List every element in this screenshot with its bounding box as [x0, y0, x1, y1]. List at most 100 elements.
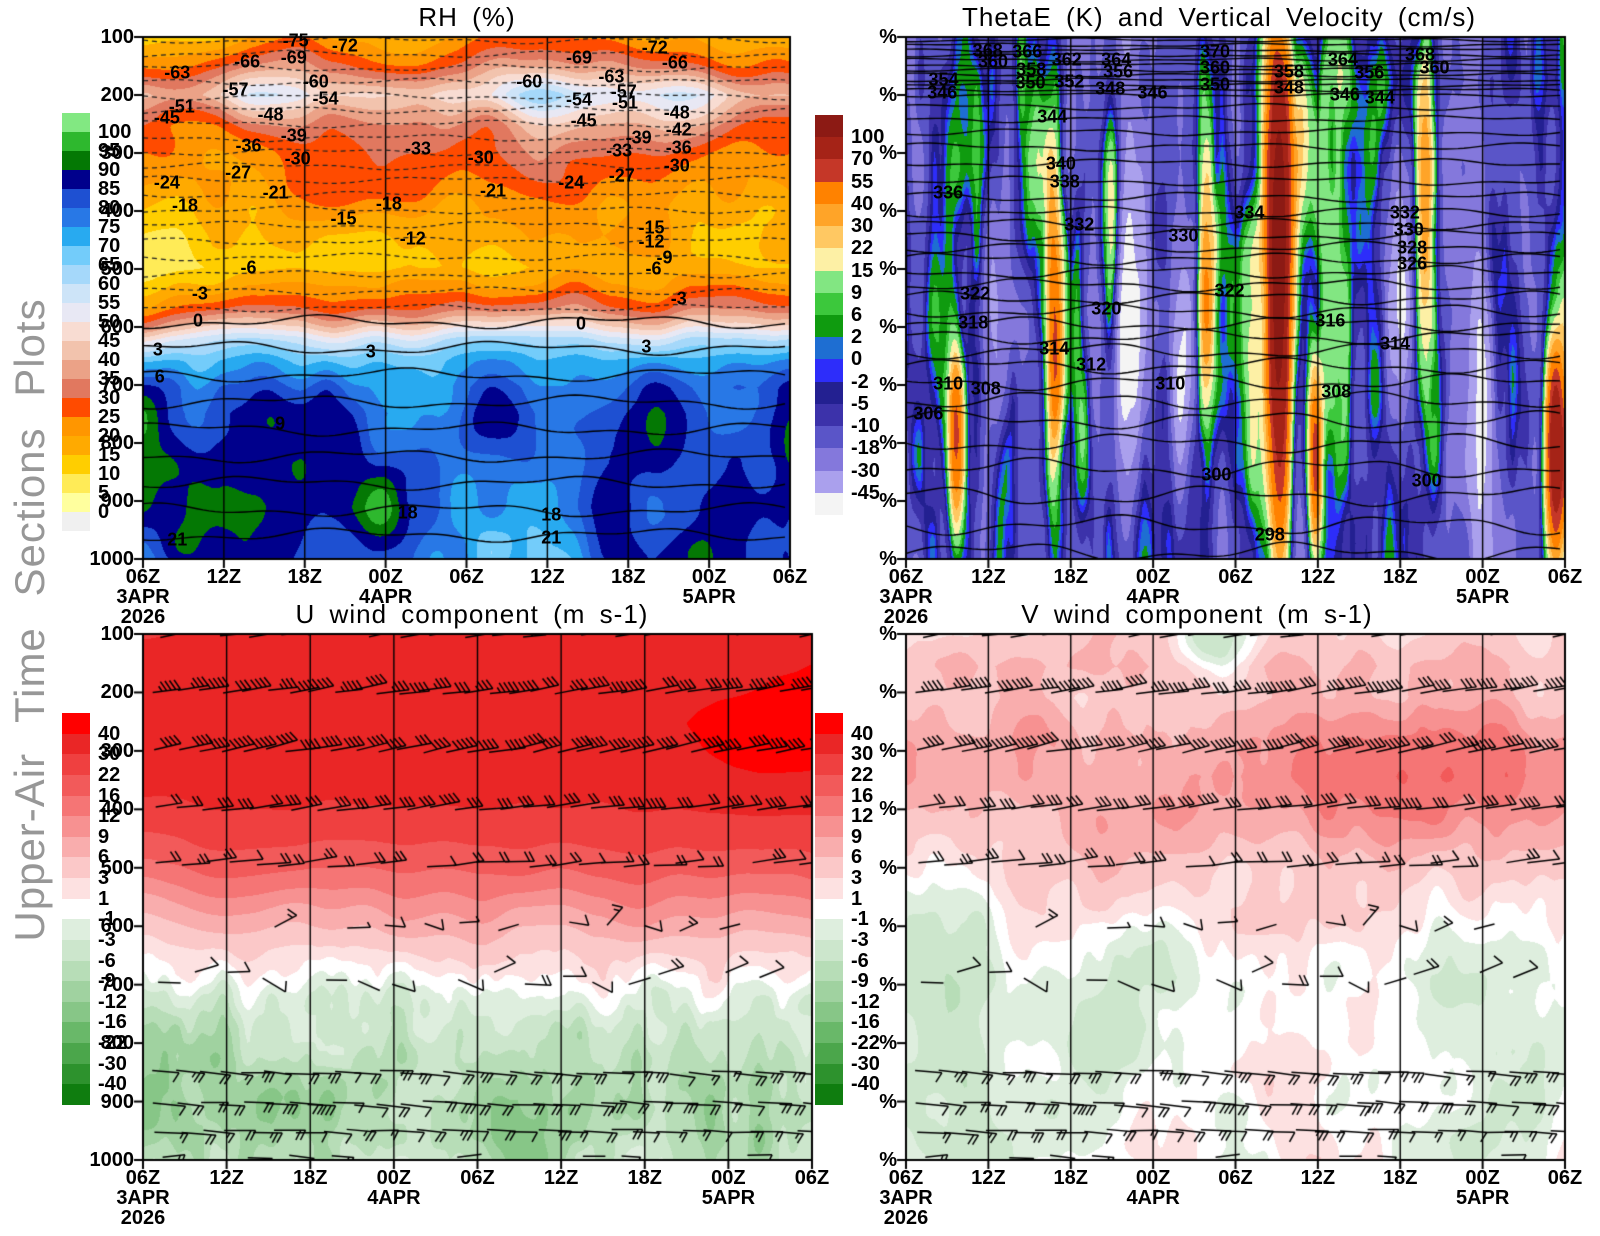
- v-colorbar: [815, 713, 843, 1105]
- colorbar-patch: [815, 1001, 843, 1023]
- contour-label: -63: [164, 62, 191, 83]
- pressure-tick-label: 600: [100, 915, 134, 938]
- contour-label: -6: [240, 257, 257, 278]
- colorbar-patch: [62, 898, 90, 920]
- colorbar-label: -16: [851, 1011, 880, 1034]
- u-colorbar: [62, 713, 90, 1105]
- colorbar-patch: [62, 208, 90, 227]
- contour-label: -12: [638, 231, 665, 252]
- contour-label: -48: [257, 104, 284, 125]
- contour-label: 334: [1234, 202, 1265, 223]
- pressure-tick-label: 1000: [89, 548, 135, 570]
- pressure-tick-label: 200: [100, 84, 134, 106]
- colorbar-label: 5: [98, 482, 110, 504]
- colorbar-patch: [815, 1084, 843, 1105]
- time-tick-label: 00Z: [711, 1167, 746, 1189]
- colorbar-patch: [62, 398, 90, 417]
- colorbar-patch: [62, 474, 90, 493]
- percent-tick-label: %: [879, 316, 897, 338]
- date-label: 2026: [883, 1207, 929, 1229]
- contour-label: 300: [1201, 464, 1232, 485]
- pressure-tick-label: 400: [100, 200, 134, 222]
- colorbar-patch: [62, 754, 90, 775]
- contour-label: 350: [1015, 72, 1046, 93]
- contour-label: -39: [625, 127, 652, 148]
- contour-label: -12: [399, 228, 426, 249]
- colorbar-patch: [62, 341, 90, 360]
- colorbar-label: 30: [98, 743, 121, 766]
- contour-label: -36: [665, 137, 692, 158]
- colorbar-label: -10: [851, 415, 880, 438]
- percent-tick-label: %: [879, 623, 897, 645]
- colorbar-label: -2: [851, 370, 869, 393]
- date-label: 3APR: [879, 586, 933, 608]
- time-tick-label: 06Z: [794, 1167, 830, 1189]
- colorbar-patch: [815, 314, 843, 338]
- colorbar-patch: [815, 448, 843, 471]
- pressure-tick-label: 700: [100, 973, 134, 996]
- colorbar-label: -30: [851, 1052, 880, 1075]
- date-label: 3APR: [116, 586, 170, 608]
- contour-label: -48: [663, 102, 690, 123]
- contour-label: -72: [331, 35, 358, 56]
- contour-label: 21: [541, 527, 562, 548]
- contour-label: -51: [168, 96, 195, 117]
- contour-label: 328: [1397, 237, 1428, 258]
- thetae-colorbar: [815, 115, 843, 515]
- contour-label: -15: [330, 208, 357, 229]
- contour-label: -18: [375, 193, 402, 214]
- pressure-tick-label: 300: [100, 142, 134, 164]
- contour-label: 358: [1273, 61, 1304, 82]
- time-tick-label: 00Z: [368, 566, 403, 588]
- colorbar-label: 80: [98, 197, 121, 219]
- contour-label: -45: [570, 110, 597, 131]
- time-tick-label: 00Z: [1135, 1167, 1171, 1189]
- colorbar-label: 9: [851, 281, 863, 304]
- contour-label: 368: [972, 40, 1003, 61]
- date-label: 5APR: [1455, 1187, 1510, 1209]
- colorbar-label: 9: [851, 825, 863, 848]
- colorbar-label: 25: [98, 406, 121, 428]
- colorbar-label: 65: [98, 254, 121, 276]
- colorbar-label: 100: [851, 126, 885, 149]
- time-tick-label: 18Z: [611, 566, 646, 588]
- contour-label: -18: [172, 195, 199, 216]
- time-tick-label: 00Z: [1465, 566, 1500, 588]
- contour-label: -33: [404, 138, 431, 159]
- colorbar-label: 3: [851, 867, 863, 890]
- contour-label: -21: [262, 182, 289, 203]
- time-tick-label: 06Z: [1218, 1167, 1253, 1189]
- colorbar-patch: [62, 265, 90, 284]
- colorbar-patch: [815, 292, 843, 315]
- colorbar-label: -1: [851, 908, 869, 931]
- contour-label: 18: [541, 504, 562, 525]
- colorbar-label: -40: [98, 1073, 127, 1096]
- colorbar-label: -5: [851, 392, 869, 415]
- colorbar-label: -3: [98, 928, 116, 951]
- date-label: 4APR: [358, 586, 413, 608]
- colorbar-label: 40: [98, 722, 121, 745]
- date-label: 4APR: [1126, 586, 1180, 608]
- contour-label: 308: [1321, 381, 1352, 402]
- time-tick-label: 06Z: [125, 1167, 161, 1189]
- colorbar-patch: [62, 322, 90, 341]
- colorbar-label: 9: [98, 825, 110, 848]
- colorbar-label: 95: [98, 140, 121, 162]
- colorbar-patch: [815, 337, 843, 360]
- date-label: 4APR: [367, 1187, 421, 1209]
- pressure-tick-label: 500: [100, 856, 134, 879]
- contour-label: 360: [1419, 57, 1450, 78]
- colorbar-patch: [62, 436, 90, 455]
- colorbar-label: -30: [851, 459, 880, 482]
- colorbar-label: 55: [851, 170, 874, 193]
- colorbar-label: -40: [851, 1073, 880, 1096]
- contour-label: 18: [397, 502, 418, 523]
- pressure-tick-label: 400: [100, 798, 134, 821]
- colorbar-label: -30: [98, 1052, 127, 1075]
- colorbar-patch: [815, 181, 843, 204]
- contour-label: 338: [1049, 171, 1080, 192]
- colorbar-patch: [815, 960, 843, 982]
- contour-label: -75: [282, 30, 309, 51]
- colorbar-label: 70: [98, 235, 121, 257]
- contour-label: 0: [192, 310, 203, 331]
